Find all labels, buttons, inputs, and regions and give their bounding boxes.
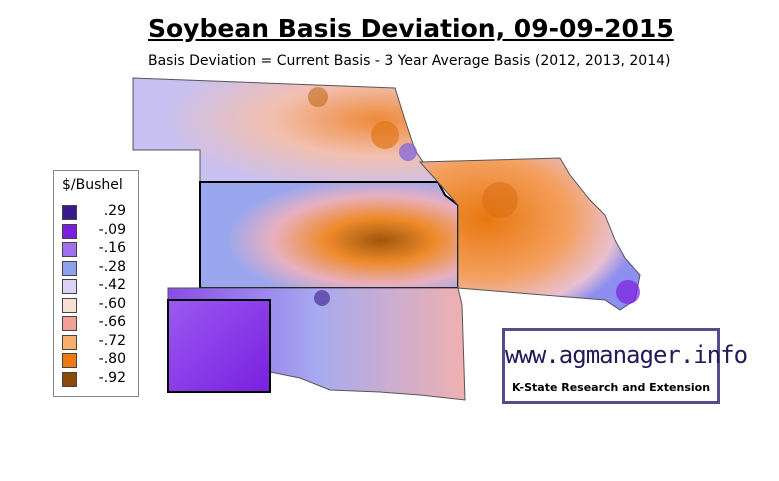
legend-swatch xyxy=(62,223,77,239)
kansas xyxy=(199,181,459,289)
missouri xyxy=(418,157,641,311)
hot-spot xyxy=(308,87,328,107)
logo-org: K-State Research and Extension xyxy=(511,381,711,394)
cool-spot xyxy=(399,143,417,161)
legend-title: $/Bushel xyxy=(62,177,123,193)
legend: $/Bushel .29 -.09 -.16 -.28 -.42 -.60 -.66 -.72… xyxy=(53,170,139,397)
logo: www.agmanager.info K-State Research and … xyxy=(502,328,748,404)
legend-label: -.66 xyxy=(98,314,126,330)
legend-label: .29 xyxy=(103,203,126,219)
legend-label: -.09 xyxy=(98,221,126,238)
cool-spot xyxy=(616,280,640,304)
legend-swatch xyxy=(62,260,77,276)
legend-label: -.42 xyxy=(98,277,126,293)
legend-label: -.72 xyxy=(98,332,126,349)
legend-label: -.60 xyxy=(98,295,126,312)
legend-label: -.92 xyxy=(98,369,126,386)
hot-spot xyxy=(371,121,399,149)
title: Soybean Basis Deviation, 09-09-2015 xyxy=(148,14,674,43)
legend-swatch xyxy=(62,353,77,368)
texas-panhandle xyxy=(167,299,271,393)
hot-spot xyxy=(482,182,518,218)
legend-label: -.16 xyxy=(98,240,126,256)
legend-swatch xyxy=(62,334,77,350)
subtitle: Basis Deviation = Current Basis - 3 Year… xyxy=(148,53,671,69)
legend-swatch xyxy=(62,242,77,257)
legend-swatch xyxy=(62,316,77,331)
legend-swatch xyxy=(62,371,77,387)
logo-url: www.agmanager.info xyxy=(505,341,748,369)
legend-label: -.28 xyxy=(98,258,126,275)
legend-swatch xyxy=(62,205,77,220)
legend-swatch xyxy=(62,279,77,294)
cool-spot xyxy=(314,290,330,306)
legend-label: -.80 xyxy=(98,351,126,367)
legend-swatch xyxy=(62,297,77,313)
